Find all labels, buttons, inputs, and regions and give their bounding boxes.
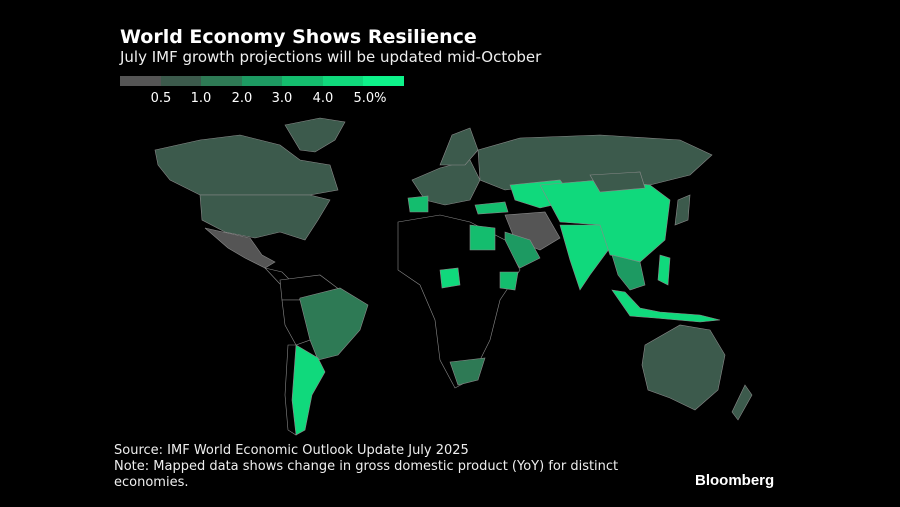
region-chile: [284, 344, 297, 436]
legend-swatch: [363, 76, 404, 86]
region-mexico: [204, 227, 276, 269]
region-south-africa: [449, 357, 486, 386]
region-greenland: [284, 117, 346, 153]
region-australia: [641, 324, 726, 411]
region-new-zealand: [731, 384, 753, 421]
region-indonesia: [611, 289, 721, 323]
region-japan: [674, 194, 691, 226]
legend-tick: 3.0: [271, 91, 293, 106]
legend-tick: 5.0%: [353, 91, 387, 106]
legend-tick: 4.0: [312, 91, 334, 106]
legend-swatch: [241, 76, 282, 86]
legend-ticks: 0.5 1.0 2.0 3.0 4.0 5.0%: [120, 91, 420, 111]
chart-subtitle: July IMF growth projections will be upda…: [120, 48, 542, 66]
color-legend: [120, 76, 404, 86]
region-ethiopia: [499, 271, 519, 291]
region-southeast-asia: [611, 254, 646, 291]
region-canada: [154, 134, 339, 196]
region-europe-west: [411, 159, 481, 206]
legend-swatch: [201, 76, 242, 86]
chart-footer: Source: IMF World Economic Outlook Updat…: [114, 443, 674, 491]
bloomberg-logo: Bloomberg: [695, 472, 775, 489]
region-philippines: [657, 254, 671, 286]
region-turkey: [474, 201, 509, 215]
legend-tick: 2.0: [231, 91, 253, 106]
region-scandinavia: [439, 127, 479, 166]
legend-swatch: [120, 76, 161, 86]
region-russia: [477, 134, 713, 191]
methodology-note: Note: Mapped data shows change in gross …: [114, 459, 619, 490]
legend-tick: 1.0: [190, 91, 212, 106]
region-spain: [407, 195, 429, 213]
legend-swatch: [322, 76, 363, 86]
region-peru-bolivia: [281, 299, 311, 346]
chart-title: World Economy Shows Resilience: [120, 26, 477, 48]
legend-tick: 0.5: [150, 91, 172, 106]
region-mongolia: [589, 171, 646, 193]
legend-swatch: [282, 76, 323, 86]
region-usa: [199, 194, 331, 241]
source-note: Source: IMF World Economic Outlook Updat…: [114, 443, 469, 458]
legend-swatch: [160, 76, 201, 86]
region-egypt: [469, 224, 496, 251]
region-nigeria: [439, 267, 461, 289]
